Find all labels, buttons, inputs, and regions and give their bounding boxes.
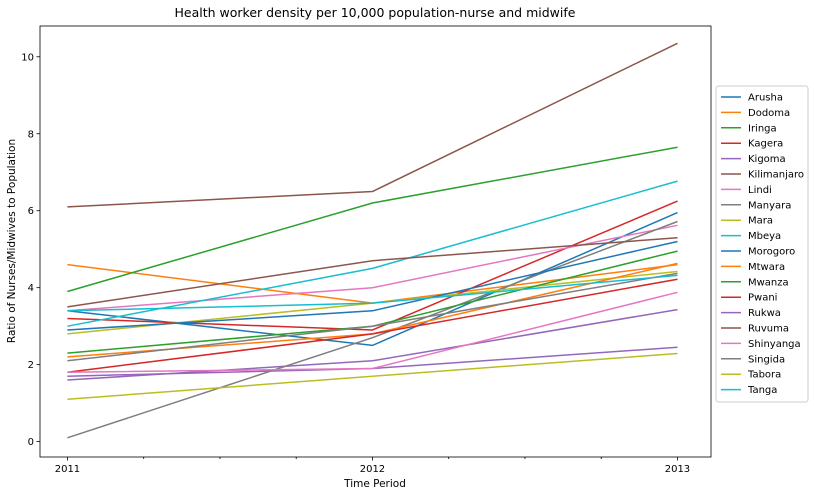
x-tick-label: 2012 (360, 464, 385, 475)
legend-entry-tabora: Tabora (747, 370, 781, 381)
y-tick-label: 2 (28, 360, 34, 371)
legend-entry-ruvuma: Ruvuma (748, 324, 789, 335)
x-axis: 2011 2012 2013 (55, 457, 690, 475)
legend-entry-iringa: Iringa (748, 123, 777, 134)
legend-entry-dodoma: Dodoma (748, 108, 790, 119)
legend-entry-kigoma: Kigoma (748, 154, 786, 165)
series-line-ruvuma (67, 236, 678, 308)
legend-entry-mara: Mara (748, 216, 773, 227)
x-tick-label: 2011 (55, 464, 80, 475)
series-line-kagera (67, 200, 678, 331)
y-tick-label: 6 (28, 206, 34, 217)
legend: Arusha Dodoma Iringa Kagera Kigoma Kilimanjar… (715, 85, 809, 403)
plot-lines (67, 42, 678, 439)
series-line-kilimanjaro (67, 42, 678, 208)
y-axis-label: Ratio of Nurses/Midwives to Population (6, 139, 18, 343)
y-tick-label: 0 (28, 437, 34, 448)
legend-entry-manyara: Manyara (748, 200, 791, 211)
series-line-tanga (67, 274, 678, 312)
series-line-singida (67, 272, 678, 362)
legend-entry-mbeya: Mbeya (748, 231, 781, 242)
legend-entry-tanga: Tanga (747, 385, 777, 396)
series-line-mbeya (67, 180, 678, 327)
legend-entry-mwanza: Mwanza (748, 277, 789, 288)
legend-entry-kilimanjaro: Kilimanjaro (748, 170, 804, 181)
legend-entry-pwani: Pwani (748, 293, 777, 304)
legend-entry-morogoro: Morogoro (748, 247, 795, 258)
legend-entry-kagera: Kagera (748, 139, 783, 150)
y-axis: 0 2 4 6 8 10 (21, 52, 40, 448)
chart-title: Health worker density per 10,000 populat… (175, 5, 576, 20)
legend-entry-mtwara: Mtwara (748, 262, 785, 273)
series-line-tabora (67, 352, 678, 401)
y-tick-label: 4 (28, 283, 34, 294)
series-line-morogoro (67, 240, 678, 331)
y-tick-label: 8 (28, 129, 34, 140)
legend-entry-rukwa: Rukwa (748, 308, 781, 319)
x-axis-label: Time Period (343, 478, 406, 490)
plot-area-frame (39, 25, 712, 458)
legend-entry-shinyanga: Shinyanga (748, 339, 801, 350)
legend-entry-lindi: Lindi (748, 185, 772, 196)
legend-box (715, 85, 809, 403)
series-line-shinyanga (67, 291, 678, 374)
series-line-pwani (67, 278, 678, 374)
series-line-iringa (67, 146, 678, 293)
legend-entry-arusha: Arusha (748, 93, 783, 104)
legend-entry-singida: Singida (748, 354, 785, 365)
series-line-manyara (67, 220, 678, 439)
x-tick-label: 2013 (665, 464, 690, 475)
y-tick-label: 10 (21, 52, 34, 63)
